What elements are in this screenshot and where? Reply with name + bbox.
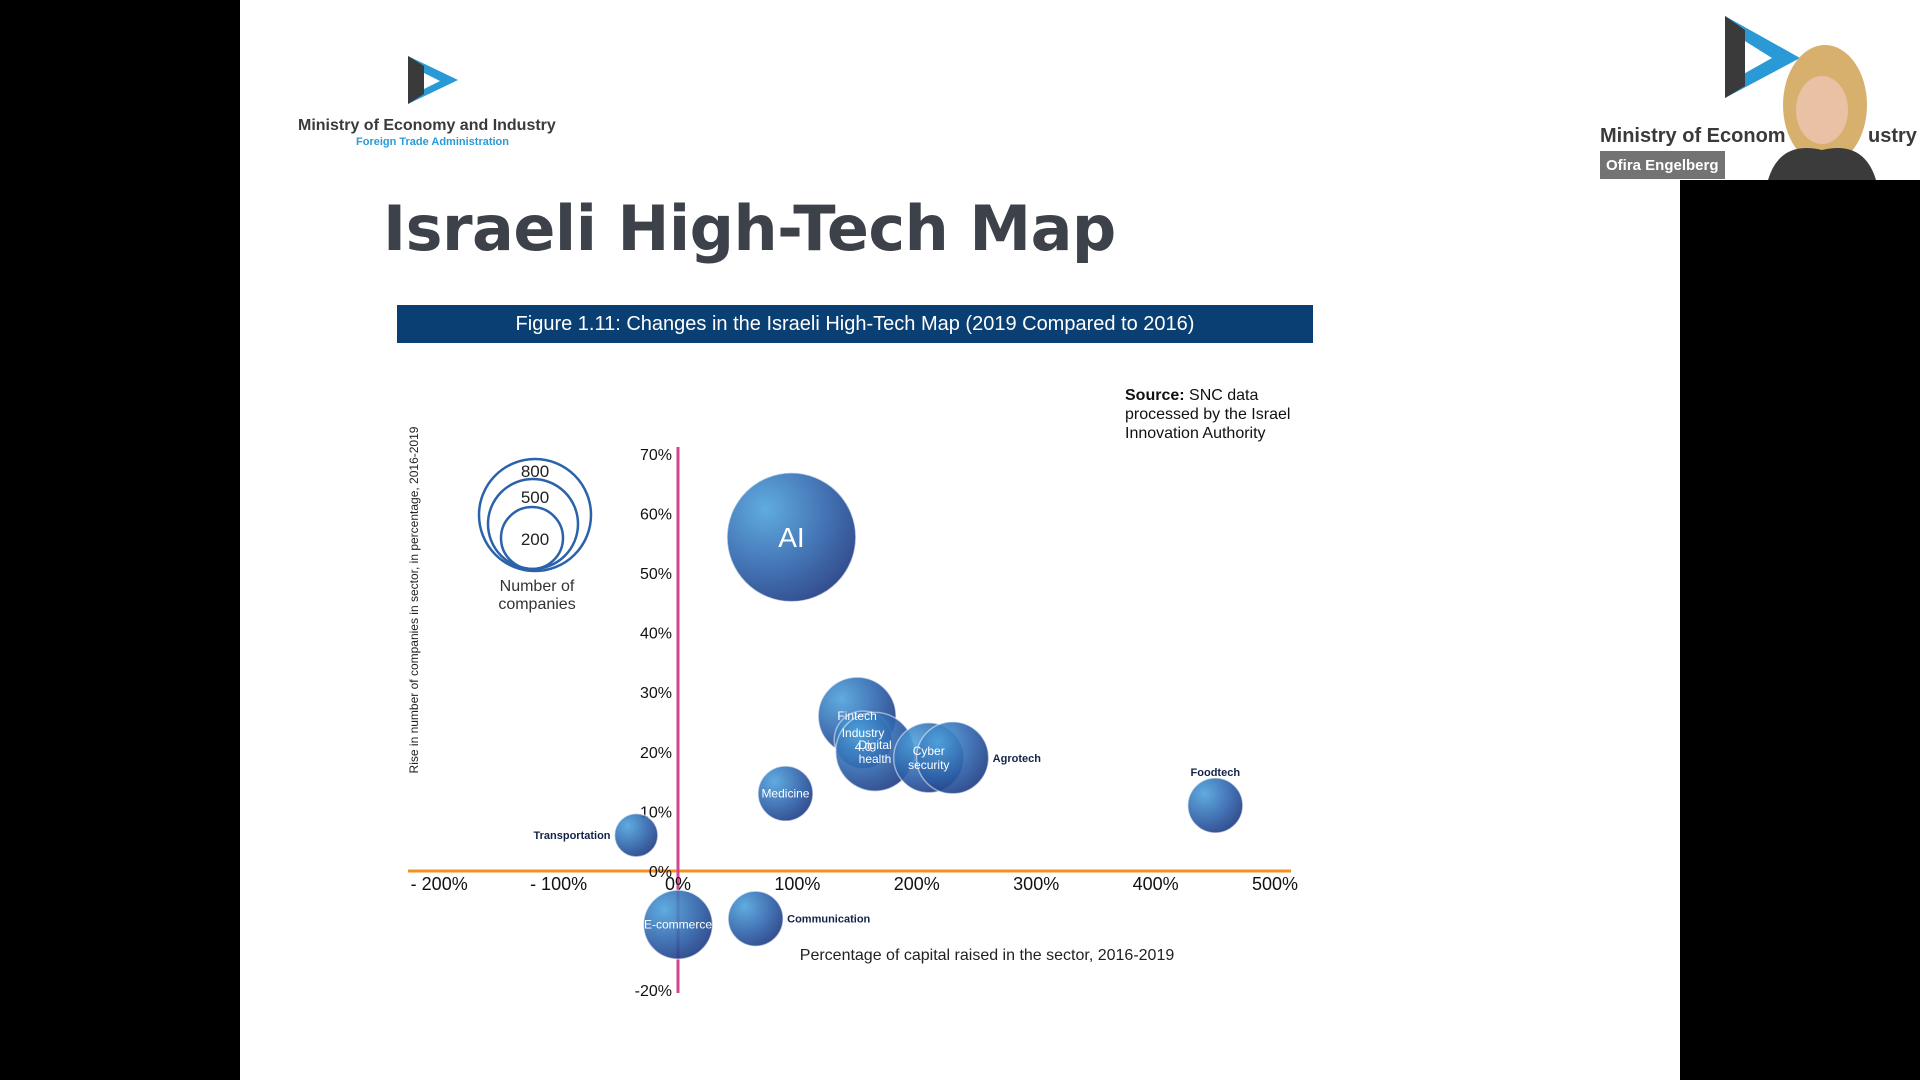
y-tick-label: -20% xyxy=(635,983,672,1000)
legend-caption-line2: companies xyxy=(498,596,575,613)
y-tick-label: 50% xyxy=(640,566,672,583)
y-axis-label: Rise in number of companies in sector, i… xyxy=(407,426,421,773)
legend-size-200: 200 xyxy=(521,530,549,549)
bubble-foodtech xyxy=(1187,777,1244,834)
bubble-label: Digital health xyxy=(858,738,891,766)
figure-title-banner: Figure 1.11: Changes in the Israeli High… xyxy=(397,305,1313,343)
participant-video[interactable]: Ministry of Econom ustry xyxy=(1600,0,1920,180)
org-name: Ministry of Economy and Industry xyxy=(298,117,556,134)
video-background xyxy=(1680,180,1920,1080)
bubble-e-commerce xyxy=(642,889,714,960)
svg-text:ustry: ustry xyxy=(1868,125,1918,147)
y-tick-label: 40% xyxy=(640,626,672,643)
bubble-label: Industry 4.0 xyxy=(842,726,885,754)
legend-size-800: 800 xyxy=(521,462,549,481)
y-tick-label: 20% xyxy=(640,745,672,762)
y-tick-label: 60% xyxy=(640,506,672,523)
y-tick-label: 0% xyxy=(649,864,672,881)
x-axis-label: Percentage of capital raised in the sect… xyxy=(800,947,1175,964)
x-tick-labels: - 200% - 100% 0% 100% 200% 300% 400% 500% xyxy=(411,874,1298,894)
x-tick-label: 300% xyxy=(1013,874,1059,894)
bubble-agrotech xyxy=(915,720,990,795)
source-label: Source: xyxy=(1125,387,1185,404)
legend-size-500: 500 xyxy=(521,488,549,507)
y-tick-labels: 70%60%50%40%30%20%10%0%-20% xyxy=(635,447,672,1000)
y-tick-label: 30% xyxy=(640,685,672,702)
svg-text:Ministry of Econom: Ministry of Econom xyxy=(1600,125,1786,147)
x-tick-label: 200% xyxy=(894,874,940,894)
x-tick-label: 400% xyxy=(1133,874,1179,894)
bubble-ai xyxy=(726,472,857,603)
org-subtitle: Foreign Trade Administration xyxy=(356,136,509,148)
source-note: Source: SNC data processed by the Israel… xyxy=(1125,386,1335,443)
x-tick-label: 500% xyxy=(1252,874,1298,894)
bubble-transportation xyxy=(613,812,659,858)
participant-name-tag: Ofira Engelberg xyxy=(1600,151,1725,179)
legend-circle-800 xyxy=(477,457,593,573)
x-tick-label: 0% xyxy=(665,874,691,894)
presentation-slide: Ministry of Economy and Industry Foreign… xyxy=(240,0,1680,1080)
source-text: SNC data processed by the Israel Innovat… xyxy=(1125,387,1291,442)
bubble-label: Fintech xyxy=(837,709,876,723)
x-tick-label: - 100% xyxy=(530,874,587,894)
size-legend: 800 500 200 Number of companies xyxy=(477,457,593,613)
bubble-label: AI xyxy=(778,522,804,553)
bubble-communication xyxy=(727,890,784,947)
y-tick-label: 70% xyxy=(640,447,672,464)
bubble-label: Agrotech xyxy=(993,753,1042,765)
bubble-label: Communication xyxy=(787,914,870,926)
bubble-chart: 800 500 200 Number of companies Rise in … xyxy=(407,426,1298,1000)
bubble-label: Cyber security xyxy=(908,744,949,772)
legend-caption-line1: Number of xyxy=(500,578,575,595)
bubble-label: Medicine xyxy=(761,787,809,801)
x-tick-label: - 200% xyxy=(411,874,468,894)
participant-video-feed: Ministry of Econom ustry xyxy=(1600,16,1918,180)
legend-circle-200 xyxy=(499,505,565,571)
bubble-label: E-commerce xyxy=(644,918,712,932)
slide-title: Israeli High-Tech Map xyxy=(383,192,1116,265)
bubble-medicine xyxy=(757,765,814,822)
bubble-label: Transportation xyxy=(534,830,611,842)
x-tick-label: 100% xyxy=(774,874,820,894)
bubble-label: Foodtech xyxy=(1191,767,1241,779)
